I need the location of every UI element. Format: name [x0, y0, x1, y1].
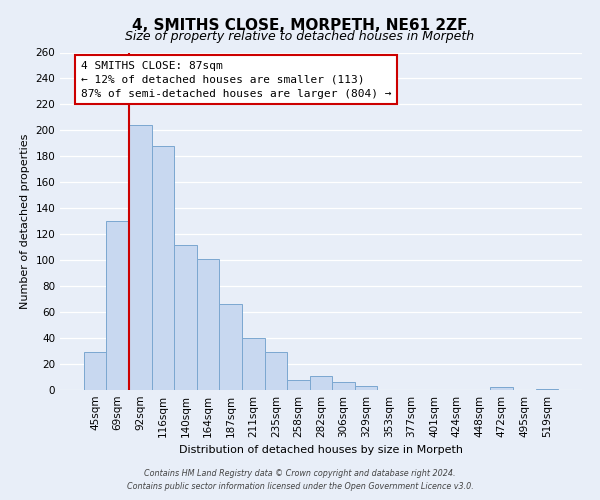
Bar [265, 352, 287, 390]
Bar [220, 304, 242, 390]
Bar [174, 244, 197, 390]
Bar [152, 146, 174, 390]
Bar [355, 386, 377, 390]
Bar [197, 259, 220, 390]
Text: Contains HM Land Registry data © Crown copyright and database right 2024.
Contai: Contains HM Land Registry data © Crown c… [127, 470, 473, 491]
X-axis label: Distribution of detached houses by size in Morpeth: Distribution of detached houses by size … [179, 446, 463, 456]
Bar [536, 388, 558, 390]
Bar [287, 380, 310, 390]
Text: Size of property relative to detached houses in Morpeth: Size of property relative to detached ho… [125, 30, 475, 43]
Bar [129, 125, 152, 390]
Text: 4 SMITHS CLOSE: 87sqm
← 12% of detached houses are smaller (113)
87% of semi-det: 4 SMITHS CLOSE: 87sqm ← 12% of detached … [81, 61, 391, 99]
Bar [310, 376, 332, 390]
Bar [242, 338, 265, 390]
Bar [84, 352, 106, 390]
Bar [332, 382, 355, 390]
Bar [106, 221, 129, 390]
Bar [490, 388, 513, 390]
Text: 4, SMITHS CLOSE, MORPETH, NE61 2ZF: 4, SMITHS CLOSE, MORPETH, NE61 2ZF [132, 18, 468, 32]
Y-axis label: Number of detached properties: Number of detached properties [20, 134, 30, 309]
